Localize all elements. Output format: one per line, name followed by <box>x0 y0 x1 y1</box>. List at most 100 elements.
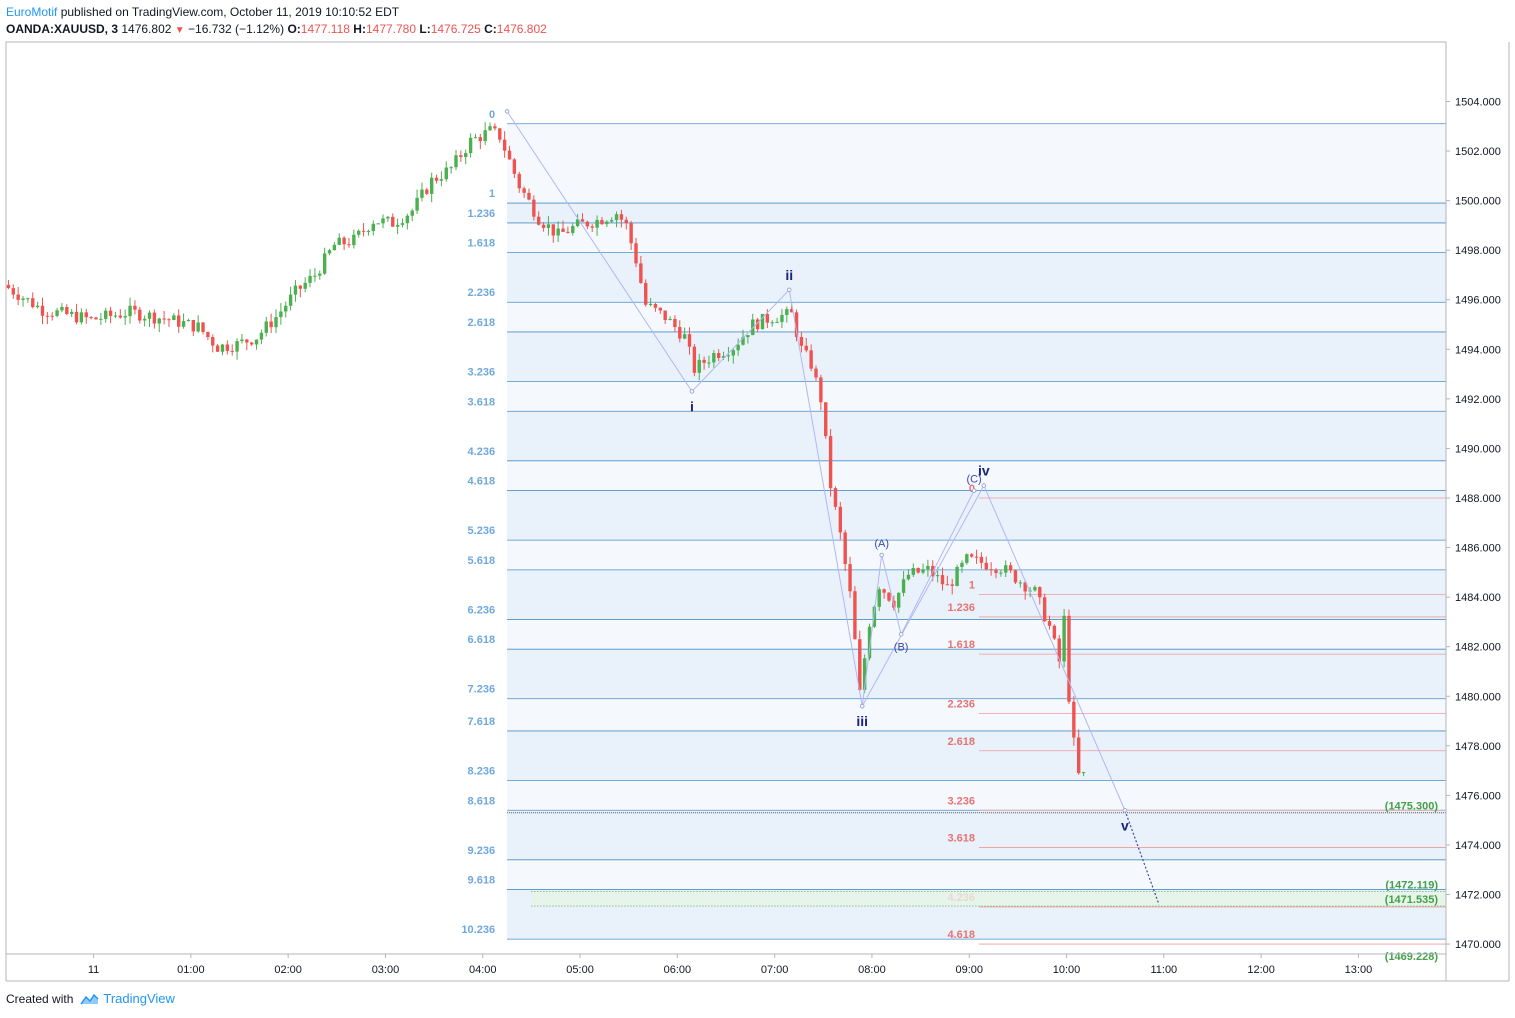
candle-body <box>288 294 293 306</box>
fib-band <box>507 460 1447 491</box>
fib-blue-label: 1.236 <box>468 208 496 220</box>
price-tick-label: 1500.000 <box>1455 196 1501 208</box>
candle-body <box>726 355 731 357</box>
candle-body <box>259 332 264 340</box>
candle-body <box>327 250 332 254</box>
fib-blue-label: 1.618 <box>468 238 496 250</box>
candle-body <box>225 344 230 351</box>
fib-bands <box>507 123 1447 940</box>
candle-body <box>862 658 867 690</box>
candle-body <box>235 341 239 352</box>
candle-body <box>211 337 215 346</box>
candle-body <box>940 575 945 585</box>
candle-body <box>1042 597 1047 622</box>
fib-blue-label: 9.236 <box>468 845 496 857</box>
sub-wave-label: (C) <box>966 474 981 486</box>
price-axis[interactable]: 1504.000 1502.000 1500.000 1498.000 1496.000… <box>1446 96 1501 951</box>
candle-body <box>21 298 25 300</box>
tradingview-brand[interactable]: TradingView <box>103 991 175 1006</box>
last-price: 1476.802 <box>121 22 172 36</box>
symbol-name[interactable]: OANDA:XAUUSD, 3 <box>6 22 119 36</box>
candle-body <box>887 592 891 601</box>
fib-blue-label: 1 <box>489 188 495 200</box>
candle-body <box>313 275 317 277</box>
target-label: (1475.300) <box>1385 801 1439 813</box>
fib-red-label: 2.618 <box>947 736 975 748</box>
candle-body <box>50 315 54 317</box>
candle-body <box>804 345 808 351</box>
candle-body <box>16 294 20 300</box>
open-label: O: <box>287 22 301 36</box>
candle-body <box>395 224 400 227</box>
elliott-wave-path <box>506 111 1126 811</box>
candle-body <box>464 153 468 158</box>
candle-body <box>789 309 794 313</box>
fib-band <box>507 649 1447 699</box>
wave-paths[interactable] <box>504 109 1160 905</box>
candle-body <box>984 562 988 570</box>
author-link[interactable]: EuroMotif <box>6 5 58 19</box>
fib-blue-label: 9.618 <box>468 875 496 887</box>
candle-body <box>717 353 721 358</box>
price-tick-label: 1478.000 <box>1455 741 1501 753</box>
candle-body <box>546 224 551 228</box>
candle-body <box>1062 615 1066 662</box>
candle-body <box>206 332 210 338</box>
candle-body <box>595 219 599 228</box>
price-tick-label: 1476.000 <box>1455 790 1501 802</box>
fib-red-label: 3.236 <box>947 795 975 807</box>
candle-body <box>459 155 463 158</box>
candle-body <box>755 319 760 330</box>
candle-body <box>167 319 171 321</box>
target-levels[interactable]: (1475.300) (1472.119) (1471.535) (1469.228) <box>507 801 1446 963</box>
candle-body <box>551 224 555 236</box>
fib-blue-label: 8.618 <box>468 795 496 807</box>
candle-body <box>502 139 507 151</box>
candle-body <box>142 318 147 321</box>
candle-body <box>765 314 770 323</box>
price-tick-label: 1498.000 <box>1455 245 1501 257</box>
fib-blue-label: 10.236 <box>461 924 495 936</box>
candle-body <box>999 572 1003 574</box>
candle-body <box>196 322 200 332</box>
candle-body <box>945 584 950 586</box>
candle-body <box>590 226 594 228</box>
candle-body <box>527 192 531 200</box>
candle-body <box>191 320 195 332</box>
candle-body <box>31 298 35 308</box>
candle-body <box>488 126 492 131</box>
candlesticks[interactable] <box>6 122 1086 777</box>
fib-blue-label: 8.236 <box>468 766 496 778</box>
fib-band <box>507 381 1447 412</box>
candle-body <box>1008 565 1013 571</box>
price-tick-label: 1486.000 <box>1455 543 1501 555</box>
candle-body <box>84 312 88 318</box>
footer: Created with TradingView <box>6 991 175 1006</box>
candle-body <box>794 312 799 337</box>
candle-body <box>634 243 638 264</box>
fib-band <box>507 780 1447 811</box>
symbol-line: OANDA:XAUUSD, 3 1476.802 ▼ −16.732 (−1.1… <box>6 21 547 39</box>
fib-extension-blue[interactable]: 0 1 1.236 1.618 2.236 2.618 3.236 3.618 4.236 4.6… <box>461 109 1446 940</box>
candle-body <box>541 224 546 228</box>
candle-body <box>177 315 181 327</box>
fib-band <box>507 331 1447 382</box>
candle-body <box>867 626 872 659</box>
candle-body <box>858 639 862 690</box>
price-tick-label: 1470.000 <box>1455 939 1501 951</box>
wave-pivot-point <box>786 287 792 293</box>
candle-body <box>785 309 789 315</box>
candle-body <box>648 303 653 305</box>
wave-pivot-point <box>1122 807 1128 813</box>
candle-body <box>55 310 59 316</box>
candle-body <box>162 318 166 320</box>
candle-body <box>444 167 448 180</box>
time-tick-label: 12:00 <box>1247 964 1275 976</box>
candle-body <box>668 318 672 321</box>
candle-body <box>614 214 619 221</box>
candle-body <box>473 137 478 139</box>
time-axis[interactable]: 11 01:00 02:00 03:00 04:00 05:00 06:00 07:00 08:… <box>88 954 1372 976</box>
close-value: 1476.802 <box>496 22 547 36</box>
candle-body <box>1033 587 1037 591</box>
